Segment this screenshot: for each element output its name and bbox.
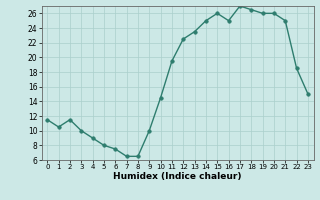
X-axis label: Humidex (Indice chaleur): Humidex (Indice chaleur)	[113, 172, 242, 181]
